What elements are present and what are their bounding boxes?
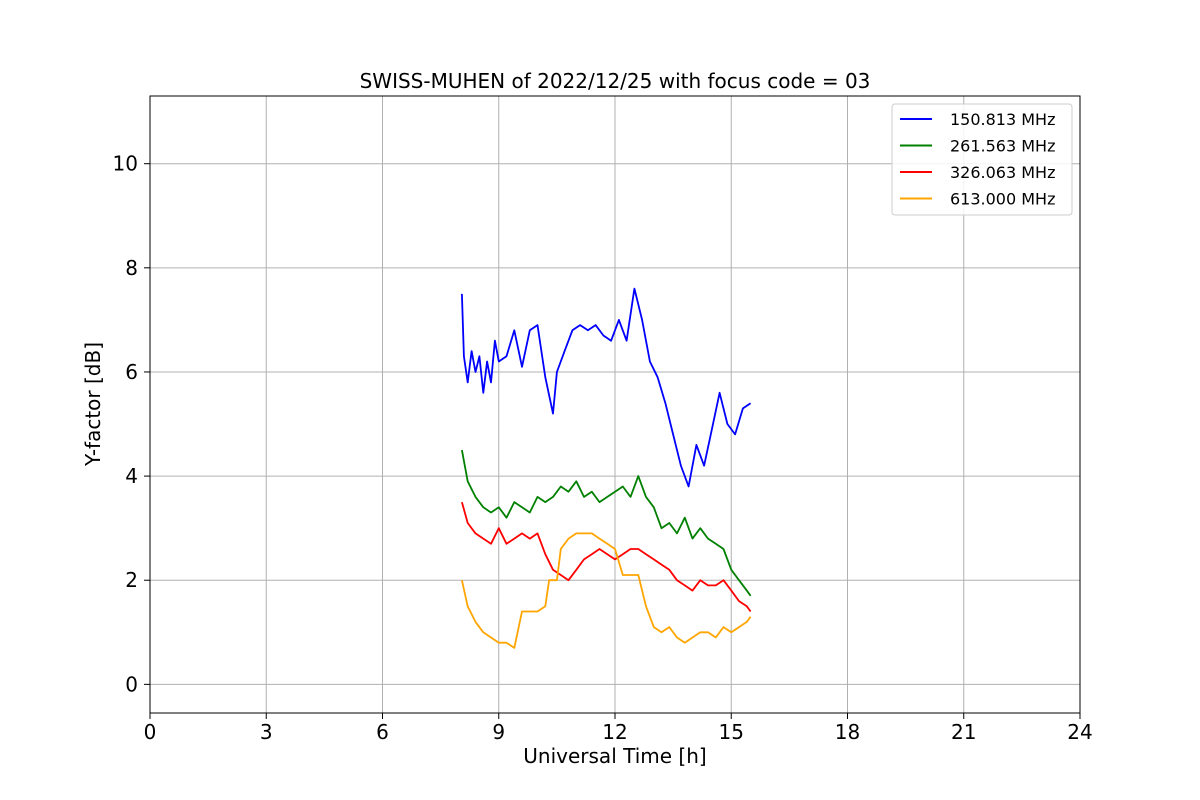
y-tick-label: 4 <box>125 464 138 488</box>
y-tick-label: 6 <box>125 360 138 384</box>
x-tick-label: 0 <box>144 720 157 744</box>
x-axis: 0 3 6 9 12 15 18 21 24 <box>144 713 1093 744</box>
legend-label: 326.063 MHz <box>950 163 1055 182</box>
x-tick-label: 24 <box>1067 720 1092 744</box>
x-axis-label: Universal Time [h] <box>523 744 706 768</box>
legend-label: 613.000 MHz <box>950 190 1055 209</box>
legend-box <box>891 103 1073 216</box>
x-tick-label: 9 <box>492 720 505 744</box>
x-tick-label: 12 <box>602 720 627 744</box>
x-tick-label: 21 <box>951 720 976 744</box>
series-line-3 <box>461 501 752 613</box>
legend-label: 261.563 MHz <box>950 137 1055 156</box>
y-axis: 0 2 4 6 8 10 <box>113 152 150 696</box>
y-tick-label: 2 <box>125 568 138 592</box>
series-line-2 <box>461 449 752 597</box>
x-tick-label: 15 <box>719 720 744 744</box>
legend-label: 150.813 MHz <box>950 110 1055 129</box>
series-layer <box>461 287 752 649</box>
series-line-4 <box>461 532 752 649</box>
y-tick-label: 8 <box>125 256 138 280</box>
x-tick-label: 6 <box>376 720 389 744</box>
series-line-1 <box>461 287 752 488</box>
chart-title: SWISS-MUHEN of 2022/12/25 with focus cod… <box>360 69 871 93</box>
x-tick-label: 18 <box>835 720 860 744</box>
y-tick-label: 10 <box>113 152 138 176</box>
y-axis-label: Y-factor [dB] <box>81 342 105 467</box>
legend: 150.813 MHz 261.563 MHz 326.063 MHz 613.000… <box>891 103 1073 216</box>
y-tick-label: 0 <box>125 672 138 696</box>
x-tick-label: 3 <box>260 720 273 744</box>
